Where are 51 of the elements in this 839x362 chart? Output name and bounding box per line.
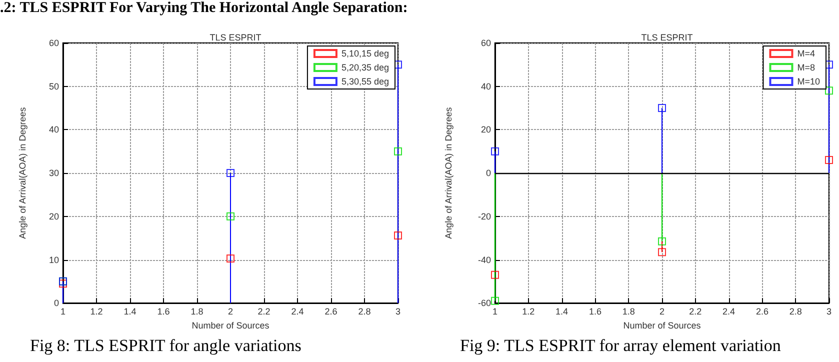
x-tick-label: 2.4 xyxy=(291,306,304,317)
x-tick-label: 2.4 xyxy=(722,306,736,317)
x-tick-label: 2.8 xyxy=(789,306,802,317)
y-tick-label: -20 xyxy=(478,211,491,222)
legend-label: M=4 xyxy=(797,48,815,58)
x-tick-label: 1.6 xyxy=(588,306,602,317)
x-tick-label: 2 xyxy=(659,306,665,317)
x-tick-label: 1.2 xyxy=(522,306,535,317)
x-tick-label: 1 xyxy=(60,306,66,317)
y-tick-label: 50 xyxy=(48,81,59,92)
y-tick-label: -40 xyxy=(478,254,491,265)
y-tick-label: 60 xyxy=(48,38,59,48)
legend-label: M=10 xyxy=(797,76,820,86)
x-tick-label: 1.8 xyxy=(622,306,635,317)
legend-label: M=8 xyxy=(797,62,815,72)
y-tick-label: 40 xyxy=(48,124,59,135)
y-tick-label: 10 xyxy=(48,254,59,265)
x-tick-label: 3 xyxy=(395,306,401,317)
x-axis-title: Number of Sources xyxy=(192,320,270,330)
y-tick-label: 20 xyxy=(48,211,59,222)
caption: Fig 8: TLS ESPRIT for angle variations xyxy=(30,336,302,356)
text: .2: TLS ESPRIT For Varying The Horizontal Angle Separation: xyxy=(0,0,408,17)
y-tick-label: 20 xyxy=(480,124,491,135)
y-axis-title: Angle of Arrival(AOA) in Degrees xyxy=(18,106,28,239)
legend-label: 5,30,55 deg xyxy=(341,76,389,86)
x-tick-label: 2.8 xyxy=(358,306,371,317)
x-tick-label: 1.8 xyxy=(190,306,204,317)
x-tick-label: 2.2 xyxy=(689,306,702,317)
x-tick-label: 2.6 xyxy=(756,306,768,317)
x-tick-label: 1.2 xyxy=(90,306,103,317)
x-tick-label: 1 xyxy=(492,306,498,317)
y-tick-label: 60 xyxy=(480,38,491,48)
x-tick-label: 2 xyxy=(228,306,234,317)
y-axis-title: Angle of Arrival(AOA) in Degrees xyxy=(444,106,454,239)
legend-label: 5,10,15 deg xyxy=(341,48,389,58)
legend-label: 5,20,35 deg xyxy=(341,62,389,72)
chart-title: TLS ESPRIT xyxy=(641,32,694,42)
chart-title: TLS ESPRIT xyxy=(210,32,262,42)
x-tick-label: 1.4 xyxy=(124,306,136,317)
x-tick-label: 3 xyxy=(826,306,832,317)
y-tick-label: 0 xyxy=(54,298,59,308)
y-tick-label: 0 xyxy=(486,168,491,178)
y-tick-label: 40 xyxy=(480,81,491,92)
y-tick-label: -60 xyxy=(478,298,491,308)
x-tick-label: 1.4 xyxy=(556,306,568,317)
y-tick-label: 30 xyxy=(48,168,59,178)
x-tick-label: 2.6 xyxy=(324,306,338,317)
caption: Fig 9: TLS ESPRIT for array element variation xyxy=(460,336,781,356)
x-tick-label: 2.2 xyxy=(258,306,270,317)
x-tick-label: 1.6 xyxy=(157,306,170,317)
x-axis-title: Number of Sources xyxy=(623,320,702,330)
